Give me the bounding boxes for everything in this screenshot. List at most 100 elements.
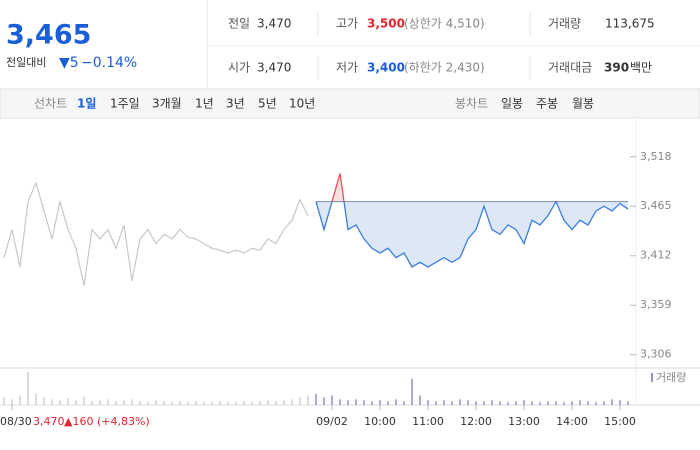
area-above <box>332 173 345 202</box>
stat-value: 3,470 <box>257 17 291 31</box>
volume-bar <box>427 400 429 405</box>
volume-bar <box>523 400 525 405</box>
period-tab[interactable]: 1주일 <box>110 97 140 111</box>
volume-bar <box>259 401 261 405</box>
volume-bar <box>499 401 501 405</box>
volume-bar <box>387 401 389 405</box>
volume-bar <box>43 397 45 405</box>
candle-tab[interactable]: 주봉 <box>536 97 558 111</box>
stat-value: 390 <box>604 61 629 75</box>
volume-bar <box>187 402 189 405</box>
volume-bar <box>395 399 397 405</box>
y-tick-label: 3,465 <box>640 199 672 212</box>
volume-bar <box>35 393 37 405</box>
volume-bar <box>163 401 165 405</box>
change-rate: −0.14% <box>81 55 137 71</box>
volume-bar <box>59 400 61 405</box>
volume-bar <box>627 401 629 405</box>
prev-close: 3,470 <box>33 415 65 428</box>
stat-label: 고가 <box>336 17 358 31</box>
toolbar <box>0 88 700 119</box>
volume-bar <box>203 402 205 405</box>
volume-bar <box>299 397 301 405</box>
candle-tab[interactable]: 월봉 <box>572 97 594 111</box>
change-amount: ▼5 <box>59 55 79 71</box>
legend-label: 거래량 <box>656 371 686 384</box>
x-tick-label: 10:00 <box>364 415 396 428</box>
volume-bar <box>531 401 533 405</box>
price-line <box>3 181 309 286</box>
prev-change: ▲160 (+4,83%) <box>64 415 150 428</box>
volume-bar <box>331 395 333 405</box>
volume-bar <box>75 400 77 405</box>
stat-note: (하한가 2,430) <box>404 61 485 75</box>
volume-bar <box>227 402 229 405</box>
volume-bar <box>611 399 613 405</box>
current-price: 3,465 <box>6 20 91 51</box>
stat-value: 113,675 <box>605 17 655 31</box>
volume-bar <box>147 402 149 405</box>
volume-bar <box>307 395 309 405</box>
header-bg <box>0 0 700 88</box>
x-tick-label: 09/02 <box>316 415 348 428</box>
volume-bar <box>3 397 5 405</box>
volume-bar <box>19 395 21 405</box>
volume-bar <box>467 400 469 405</box>
volume-bar <box>107 399 109 405</box>
volume-bar <box>235 402 237 405</box>
change-label: 전일대비 <box>6 55 46 69</box>
legend-swatch <box>651 373 653 382</box>
volume-bar <box>91 401 93 405</box>
x-tick-label: 13:00 <box>508 415 540 428</box>
volume-bar <box>507 402 509 405</box>
toolbar-label: 선차트 <box>34 97 67 111</box>
volume-bar <box>619 400 621 405</box>
x-tick-label: 11:00 <box>412 415 444 428</box>
y-tick-label: 3,518 <box>640 150 672 163</box>
volume-bar <box>99 400 101 405</box>
stat-label: 시가 <box>228 61 250 75</box>
period-tab[interactable]: 1년 <box>195 97 214 111</box>
volume-bar <box>211 402 213 405</box>
volume-bar <box>171 402 173 405</box>
volume-bar <box>219 401 221 405</box>
volume-bar <box>51 399 53 405</box>
volume-bar <box>435 401 437 405</box>
volume-bar <box>403 401 405 405</box>
volume-bar <box>379 400 381 405</box>
period-tab[interactable]: 3개월 <box>152 97 182 111</box>
stat-label: 전일 <box>228 17 250 31</box>
y-tick-label: 3,412 <box>640 249 672 262</box>
volume-bar <box>27 372 29 405</box>
volume-bar <box>83 396 85 405</box>
volume-bar <box>67 398 69 405</box>
candle-tab[interactable]: 일봉 <box>501 97 523 111</box>
volume-bar <box>603 401 605 405</box>
volume-bar <box>483 401 485 405</box>
volume-bar <box>371 401 373 405</box>
stat-value: 3,400 <box>367 61 405 75</box>
stat-label: 거래량 <box>548 17 581 31</box>
stat-label: 거래대금 <box>548 61 592 75</box>
volume-bar <box>363 400 365 405</box>
volume-bar <box>315 393 317 405</box>
period-tab[interactable]: 3년 <box>226 97 245 111</box>
y-tick-label: 3,359 <box>640 298 672 311</box>
volume-bar <box>555 401 557 405</box>
volume-bar <box>411 378 413 405</box>
period-tab[interactable]: 10년 <box>289 97 315 111</box>
period-tab[interactable]: 1일 <box>77 97 96 111</box>
volume-bar <box>139 401 141 405</box>
volume-bar <box>515 401 517 405</box>
x-tick-label: 14:00 <box>556 415 588 428</box>
volume-bar <box>459 399 461 405</box>
volume-bar <box>251 402 253 405</box>
stat-value: 3,500 <box>367 17 405 31</box>
volume-bar <box>355 399 357 405</box>
stat-unit: 백만 <box>630 61 652 75</box>
volume-bar <box>347 400 349 405</box>
volume-bar <box>131 399 133 405</box>
volume-bar <box>587 401 589 405</box>
period-tab[interactable]: 5년 <box>258 97 277 111</box>
